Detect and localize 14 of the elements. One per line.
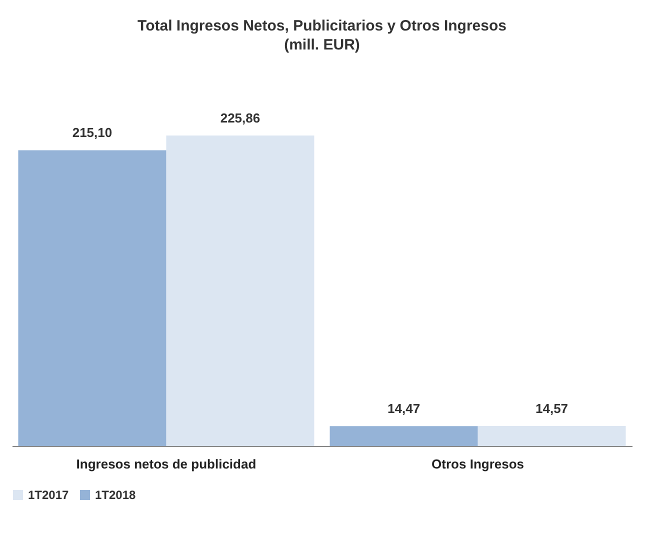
bar: [478, 426, 626, 446]
data-label: 14,47: [388, 401, 420, 416]
chart-title: Total Ingresos Netos, Publicitarios y Otros Ingresos: [138, 17, 506, 34]
data-label: 225,86: [220, 110, 260, 126]
x-tick-label: Otros Ingresos: [432, 456, 524, 472]
bar: [166, 135, 314, 446]
chart-subtitle: (mill. EUR): [284, 36, 360, 54]
data-label: 14,57: [536, 400, 568, 416]
data-label: 215,10: [72, 125, 112, 140]
x-tick-label: Ingresos netos de publicidad: [76, 456, 256, 472]
bar: [18, 150, 166, 446]
legend-label: 1T2017: [28, 488, 70, 502]
legend-label: 1T2018: [95, 488, 136, 502]
bar: [330, 426, 478, 446]
